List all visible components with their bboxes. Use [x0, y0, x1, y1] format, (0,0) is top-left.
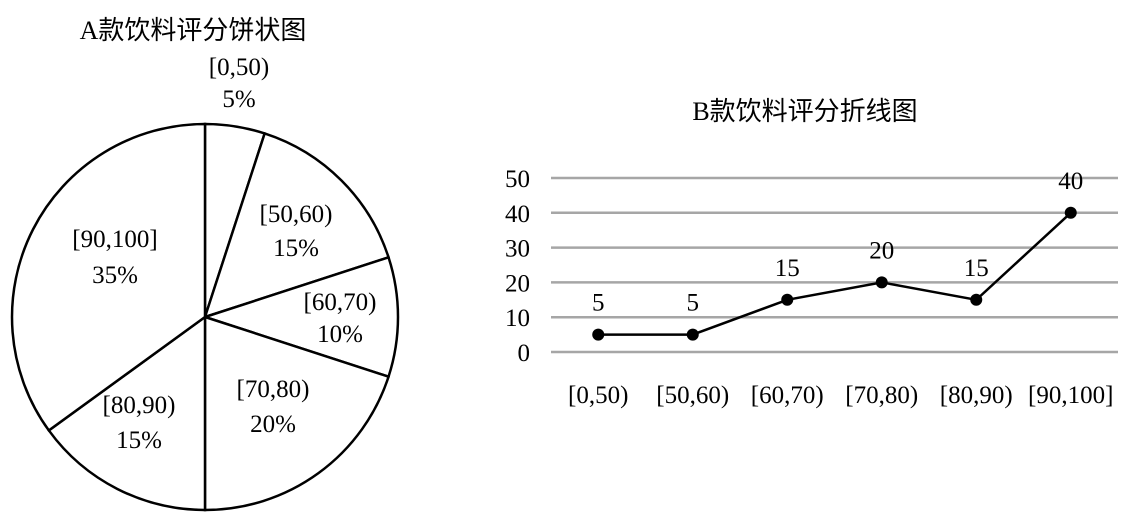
x-tick-label: [90,100]: [1028, 382, 1113, 409]
data-point: [592, 328, 605, 341]
series-line: [598, 211, 1072, 336]
data-point: [1064, 206, 1077, 219]
x-tick-label: [80,90): [940, 382, 1013, 409]
pie-percent-label: 20%: [250, 411, 296, 438]
pie-percent-label: 5%: [222, 86, 255, 113]
y-tick-label: 10: [505, 305, 530, 332]
pie-percent-label: 10%: [317, 321, 363, 348]
pie-chart-title: A款饮料评分饼状图: [80, 16, 307, 45]
data-label: 20: [869, 237, 894, 264]
pie-percent-label: 15%: [116, 427, 162, 454]
pie-percent-label: 35%: [92, 262, 138, 289]
x-tick-label: [0,50): [568, 382, 628, 409]
data-label: 5: [687, 290, 700, 317]
data-point: [686, 328, 699, 341]
line-chart-title: B款饮料评分折线图: [692, 97, 917, 126]
pie-slice: [200, 255, 400, 379]
pie-category-label: [70,80): [237, 376, 310, 403]
pie-slice: [203, 315, 391, 512]
pie-category-label: [90,100]: [72, 226, 157, 253]
x-tick-label: [70,80): [845, 382, 918, 409]
data-label: 5: [592, 290, 605, 317]
y-tick-label: 30: [505, 236, 530, 263]
pie-category-label: [50,60): [260, 201, 333, 228]
y-tick-label: 50: [505, 166, 530, 193]
data-point: [781, 293, 794, 306]
x-tick-label: [60,70): [751, 382, 824, 409]
y-tick-label: 20: [505, 270, 530, 297]
pie-category-label: [60,70): [304, 289, 377, 316]
line-chart: 0 10 20 30 40 50 [0,50) [50,60) [60,70) [70,80) [8…: [505, 166, 1118, 409]
data-label: 15: [775, 255, 800, 282]
y-tick-label: 0: [518, 340, 531, 367]
data-label: 40: [1058, 168, 1083, 195]
data-point: [970, 293, 983, 306]
pie-slice: [10, 122, 207, 433]
pie-percent-label: 15%: [273, 235, 319, 262]
pie-slice: [47, 314, 207, 512]
pie-category-label: [80,90): [103, 392, 176, 419]
pie-category-label: [0,50): [209, 54, 269, 81]
data-point: [875, 276, 888, 289]
x-tick-label: [50,60): [656, 382, 729, 409]
data-label: 15: [964, 255, 989, 282]
pie-chart: [0,50) 5% [50,60) 15% [60,70) 10% [70,80) 20% [8…: [10, 54, 400, 512]
y-tick-label: 40: [505, 201, 530, 228]
